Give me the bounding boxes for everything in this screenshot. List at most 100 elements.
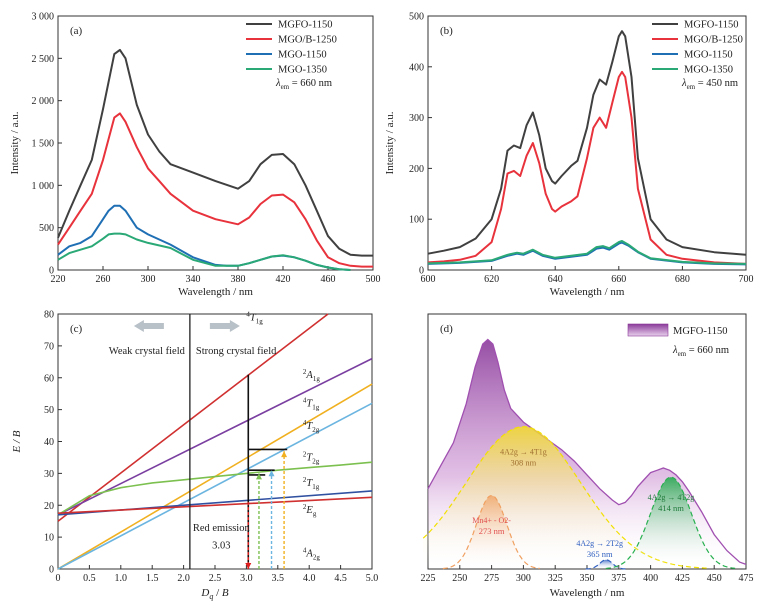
arrow-head-icon bbox=[245, 563, 252, 569]
series-line-mgo-b-1250 bbox=[57, 112, 373, 268]
red-emission-label: Red emission bbox=[193, 523, 251, 534]
y-tick-label: 3 000 bbox=[32, 12, 55, 23]
arrow-head-icon bbox=[281, 451, 288, 458]
series-line-mgfo-1150 bbox=[57, 48, 373, 257]
legend-label: MGO-1150 bbox=[684, 50, 733, 61]
level-label: 4T2g bbox=[303, 419, 320, 434]
strong-field-label: Strong crystal field bbox=[196, 346, 277, 357]
envelope-line bbox=[427, 338, 747, 566]
x-axis-label: Wavelength / nm bbox=[550, 286, 625, 298]
x-axis-label: Wavelength / nm bbox=[550, 587, 625, 599]
x-tick-label: 300 bbox=[516, 573, 531, 584]
x-tick-label: 0 bbox=[56, 573, 61, 584]
x-tick-label: 450 bbox=[707, 573, 722, 584]
panel-label: (c) bbox=[70, 323, 83, 335]
panel-b: 600 620 640 660 680 700 0 100 200 300 400 500 Wavele… bbox=[384, 12, 754, 299]
y-axis-label: Intensity / a.u. bbox=[384, 111, 396, 174]
x-tick-label: 250 bbox=[452, 573, 467, 584]
x-tick-label: 340 bbox=[186, 274, 201, 285]
x-tick-label: 700 bbox=[739, 274, 754, 285]
x-tick-label: 220 bbox=[51, 274, 66, 285]
level-label: 2A1g bbox=[303, 368, 320, 383]
level-label: 4T1g bbox=[303, 396, 320, 411]
y-tick-label: 80 bbox=[44, 310, 54, 321]
plot-frame bbox=[427, 15, 747, 271]
x-tick-label: 325 bbox=[548, 573, 563, 584]
band-value: 308 nm bbox=[511, 457, 537, 467]
x-tick-label: 660 bbox=[611, 274, 626, 285]
band-value: 365 nm bbox=[587, 549, 613, 559]
series-line-mgfo-1150 bbox=[427, 30, 747, 256]
level-label: 4A2g bbox=[303, 546, 320, 561]
y-tick-label: 0 bbox=[49, 565, 54, 576]
x-tick-label: 300 bbox=[141, 274, 156, 285]
y-tick-label: 70 bbox=[44, 341, 54, 352]
x-tick-label: 475 bbox=[739, 573, 754, 584]
x-axis-label: Wavelength / nm bbox=[178, 286, 253, 298]
legend-label: MGO/B-1250 bbox=[684, 35, 743, 46]
arrow-head-icon bbox=[268, 470, 275, 477]
y-tick-label: 500 bbox=[39, 223, 54, 234]
level-label: 2T2g bbox=[303, 451, 320, 466]
band-outline bbox=[605, 476, 736, 570]
level-line-4t2g bbox=[57, 402, 373, 570]
y-tick-label: 2 000 bbox=[32, 96, 55, 107]
x-tick-label: 400 bbox=[643, 573, 658, 584]
x-tick-label: 640 bbox=[548, 274, 563, 285]
x-tick-label: 350 bbox=[580, 573, 595, 584]
annotation-lambda: λem = 660 nm bbox=[672, 345, 729, 358]
y-tick-label: 20 bbox=[44, 501, 54, 512]
level-line-4t1g bbox=[57, 313, 329, 522]
band-outline bbox=[442, 494, 540, 570]
level-label: 2T1g bbox=[303, 476, 320, 491]
level-line-2eg bbox=[57, 496, 373, 514]
y-tick-label: 50 bbox=[44, 405, 54, 416]
annotation-lambda: λem = 450 nm bbox=[681, 78, 738, 91]
x-tick-label: 225 bbox=[421, 573, 436, 584]
y-tick-label: 0 bbox=[419, 266, 424, 277]
x-tick-label: 375 bbox=[611, 573, 626, 584]
legend-label: MGFO-1150 bbox=[673, 326, 727, 337]
legend-label: MGFO-1150 bbox=[278, 20, 332, 31]
x-tick-label: 3.5 bbox=[272, 573, 285, 584]
arrow-head-icon bbox=[255, 473, 262, 480]
y-tick-label: 60 bbox=[44, 373, 54, 384]
panel-label: (b) bbox=[440, 25, 453, 37]
red-emission-value: 3.03 bbox=[212, 540, 230, 551]
x-axis-label: Dq / B bbox=[200, 587, 229, 601]
y-axis-label: E / B bbox=[11, 430, 23, 453]
x-tick-label: 620 bbox=[484, 274, 499, 285]
x-tick-label: 2.5 bbox=[209, 573, 222, 584]
panel-a: 220 260 300 340 380 420 460 500 0 500 1 000 1 500 2 … bbox=[9, 12, 381, 299]
x-tick-label: 0.5 bbox=[83, 573, 96, 584]
y-tick-label: 30 bbox=[44, 469, 54, 480]
y-tick-label: 1 000 bbox=[32, 181, 55, 192]
band-label: 4A2g → 2T2g bbox=[576, 539, 623, 548]
x-tick-label: 600 bbox=[421, 274, 436, 285]
x-tick-label: 380 bbox=[231, 274, 246, 285]
y-tick-label: 300 bbox=[409, 113, 424, 124]
x-tick-label: 420 bbox=[276, 274, 291, 285]
y-tick-label: 10 bbox=[44, 533, 54, 544]
series-line-mgo-b-1250 bbox=[427, 70, 747, 265]
level-line-2a1g bbox=[57, 357, 373, 516]
band-value: 414 nm bbox=[658, 503, 684, 513]
x-tick-label: 260 bbox=[96, 274, 111, 285]
band-label: 4A2g → 4T1g bbox=[500, 447, 547, 456]
legend-label: MGO-1350 bbox=[278, 65, 327, 76]
band-area bbox=[442, 495, 540, 569]
x-tick-label: 4.0 bbox=[303, 573, 316, 584]
legend-label: MGO/B-1250 bbox=[278, 35, 337, 46]
series-line-mgo-1350 bbox=[57, 232, 351, 271]
x-tick-label: 1.0 bbox=[115, 573, 128, 584]
legend-label: MGO-1150 bbox=[278, 50, 327, 61]
x-tick-label: 5.0 bbox=[366, 573, 379, 584]
band-value: 273 nm bbox=[479, 526, 505, 536]
level-label: 2Eg bbox=[303, 503, 317, 518]
legend-swatch bbox=[627, 323, 669, 337]
panel-label: (a) bbox=[70, 25, 83, 37]
x-tick-label: 500 bbox=[366, 274, 381, 285]
y-tick-label: 40 bbox=[44, 437, 54, 448]
x-tick-label: 425 bbox=[675, 573, 690, 584]
